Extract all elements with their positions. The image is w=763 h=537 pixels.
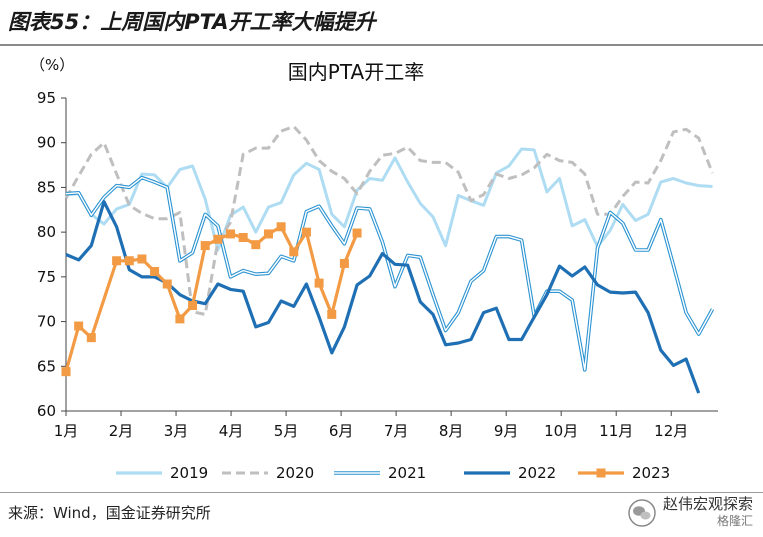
x-tick-label: 12月 — [654, 422, 688, 440]
series-2023-marker — [327, 309, 337, 319]
legend-2023-label: 2023 — [632, 464, 670, 482]
series-2023-marker — [61, 367, 71, 377]
x-tick-label: 4月 — [219, 422, 244, 440]
x-tick-label: 1月 — [54, 422, 79, 440]
series-2019-line — [65, 147, 713, 252]
series-2023-marker — [263, 229, 273, 239]
series-2023-marker — [175, 314, 185, 324]
series-2023-marker — [226, 229, 236, 239]
series-2023-marker — [124, 256, 134, 266]
axes: 60 65 70 75 80 85 90 95 1月 2月 3月 4月 5月 6月 7月 8月 9月 10月 11月… — [37, 89, 718, 440]
series-2023-marker — [314, 278, 324, 288]
y-tick-label: 80 — [37, 223, 56, 241]
y-tick-label: 75 — [37, 268, 56, 286]
wechat-icon — [628, 499, 656, 527]
series-2023-marker — [188, 300, 198, 310]
series-2023-marker — [339, 258, 349, 268]
x-tick-label: 11月 — [599, 422, 633, 440]
x-tick-label: 10月 — [544, 422, 578, 440]
series-2023-marker — [289, 247, 299, 257]
series-2023-marker — [213, 234, 223, 244]
series-2021-line — [65, 175, 715, 372]
y-axis-unit-label: （%） — [30, 56, 74, 74]
x-tick-label: 2月 — [109, 422, 134, 440]
series-2023-marker — [200, 241, 210, 251]
series-2023-marker — [74, 321, 84, 331]
y-tick-label: 95 — [37, 89, 56, 107]
series-2023-marker — [352, 228, 362, 238]
x-tick-label: 7月 — [384, 422, 409, 440]
y-tick-label: 70 — [37, 313, 56, 331]
series-2023-marker — [162, 279, 172, 289]
source-note: 来源：Wind，国金证券研究所 — [8, 504, 211, 522]
y-tick-label: 60 — [37, 402, 56, 420]
x-tick-label: 3月 — [164, 422, 189, 440]
legend-2020-label: 2020 — [276, 464, 314, 482]
series-2023-marker — [238, 233, 248, 243]
x-tick-label: 6月 — [329, 422, 354, 440]
legend-2023-marker — [596, 468, 606, 478]
chart-title: 国内PTA开工率 — [288, 60, 424, 84]
legend-2022-label: 2022 — [518, 464, 556, 482]
title-divider — [0, 44, 763, 46]
legend-2021-label: 2021 — [388, 464, 426, 482]
y-tick-label: 85 — [37, 178, 56, 196]
legend-2019-label: 2019 — [170, 464, 208, 482]
series-2023-marker — [112, 256, 122, 266]
series-2023-marker — [150, 266, 160, 276]
figure-title: 图表55：上周国内PTA开工率大幅提升 — [8, 10, 376, 34]
x-tick-label: 8月 — [439, 422, 464, 440]
series-2023-marker — [251, 240, 261, 250]
series-2023-marker — [137, 254, 147, 264]
series-2021-inner — [65, 176, 714, 371]
y-tick-label: 90 — [37, 134, 56, 152]
series-2023-marker — [86, 333, 96, 343]
watermark-text: 赵伟宏观探索 — [662, 495, 753, 513]
watermark: 赵伟宏观探索 格隆汇 — [627, 496, 753, 530]
plot-area — [61, 125, 715, 394]
y-tick-label: 65 — [37, 357, 56, 375]
series-2023-marker — [301, 227, 311, 237]
x-tick-label: 9月 — [494, 422, 519, 440]
source-divider — [0, 492, 763, 493]
legend: 2019 2020 2021 2022 2023 — [116, 464, 670, 482]
x-tick-label: 5月 — [274, 422, 299, 440]
series-2023-marker — [276, 222, 286, 232]
watermark-sub: 格隆汇 — [716, 514, 753, 528]
